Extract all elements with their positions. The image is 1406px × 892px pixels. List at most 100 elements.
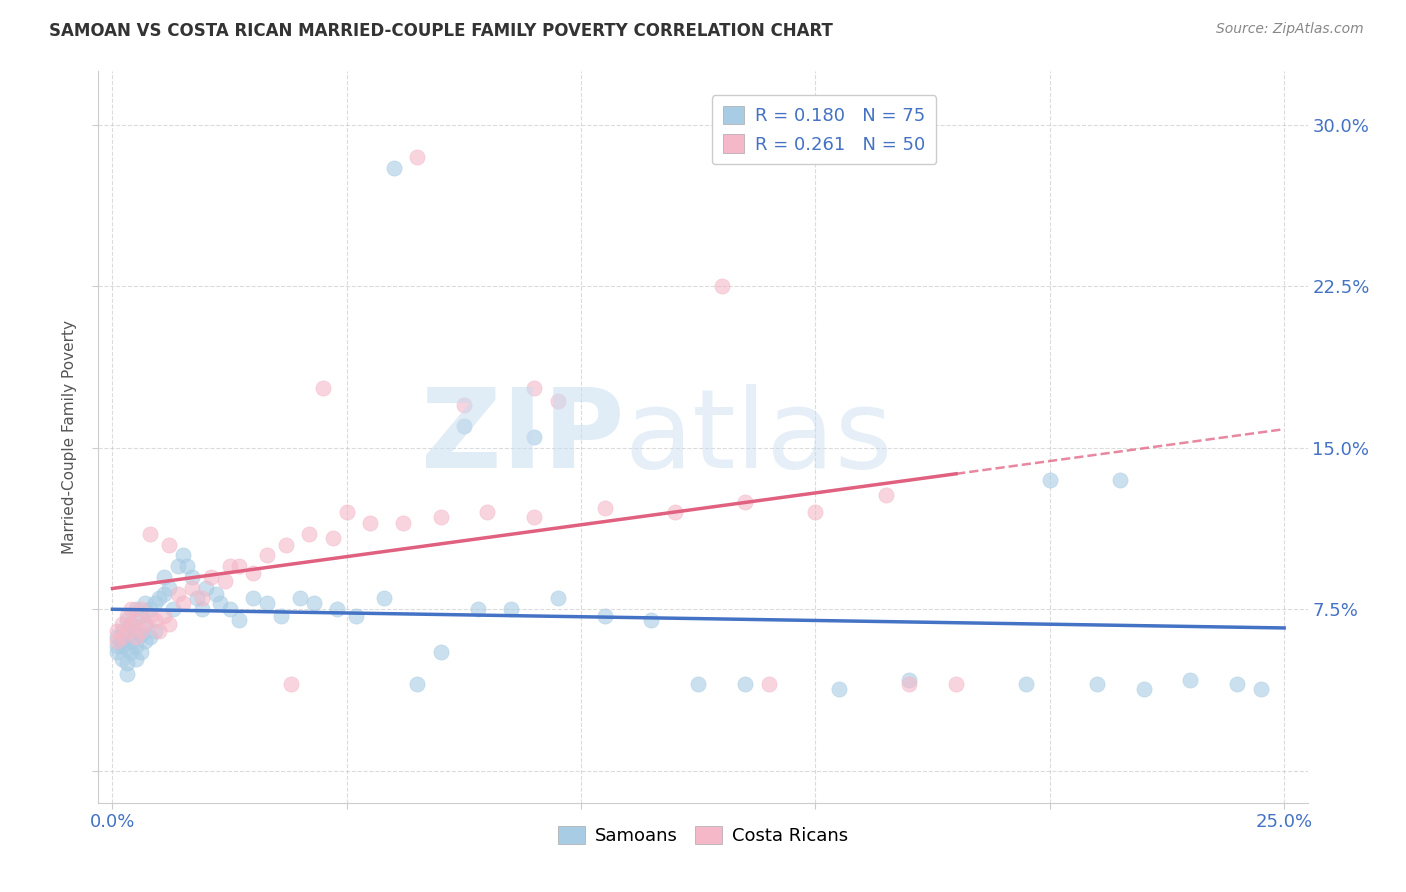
Point <box>125 651 148 665</box>
Point <box>115 666 138 681</box>
Point <box>477 505 499 519</box>
Point <box>453 398 475 412</box>
Point <box>322 531 344 545</box>
Point <box>120 617 142 632</box>
Point <box>1226 677 1249 691</box>
Point <box>162 602 184 616</box>
Point <box>664 505 686 519</box>
Point <box>125 613 148 627</box>
Point <box>111 634 134 648</box>
Point <box>242 566 264 580</box>
Point <box>195 581 218 595</box>
Point <box>1250 681 1272 696</box>
Point <box>359 516 381 530</box>
Point <box>111 617 134 632</box>
Point <box>710 279 733 293</box>
Point <box>115 613 138 627</box>
Point <box>523 509 546 524</box>
Point <box>256 549 278 563</box>
Point <box>467 602 489 616</box>
Point <box>157 617 180 632</box>
Point <box>125 602 148 616</box>
Point <box>167 559 190 574</box>
Point <box>209 596 232 610</box>
Point <box>214 574 236 589</box>
Point <box>115 656 138 670</box>
Point <box>120 634 142 648</box>
Point <box>1039 473 1062 487</box>
Point <box>828 681 851 696</box>
Point <box>105 645 128 659</box>
Point <box>406 677 429 691</box>
Point <box>111 630 134 644</box>
Point <box>228 613 250 627</box>
Point <box>105 630 128 644</box>
Point <box>898 673 921 688</box>
Point <box>157 538 180 552</box>
Point <box>111 624 134 638</box>
Point <box>134 634 156 648</box>
Point <box>153 570 176 584</box>
Point <box>143 624 166 638</box>
Point <box>148 591 170 606</box>
Point <box>143 613 166 627</box>
Point <box>875 488 897 502</box>
Point <box>593 501 616 516</box>
Point <box>453 419 475 434</box>
Point <box>280 677 302 691</box>
Point <box>274 538 297 552</box>
Point <box>120 645 142 659</box>
Point <box>105 639 128 653</box>
Point <box>105 624 128 638</box>
Point <box>218 602 240 616</box>
Point <box>115 624 138 638</box>
Point <box>129 645 152 659</box>
Point <box>298 527 321 541</box>
Point <box>200 570 222 584</box>
Point <box>139 527 162 541</box>
Point <box>148 624 170 638</box>
Point <box>593 608 616 623</box>
Point <box>120 602 142 616</box>
Point <box>157 581 180 595</box>
Point <box>1132 681 1154 696</box>
Y-axis label: Married-Couple Family Poverty: Married-Couple Family Poverty <box>62 320 77 554</box>
Point <box>105 634 128 648</box>
Point <box>172 549 194 563</box>
Point <box>1015 677 1038 691</box>
Point <box>218 559 240 574</box>
Point <box>115 608 138 623</box>
Point <box>547 393 569 408</box>
Point <box>129 608 152 623</box>
Point <box>898 677 921 691</box>
Text: ZIP: ZIP <box>420 384 624 491</box>
Point <box>125 630 148 644</box>
Point <box>139 608 162 623</box>
Point <box>111 639 134 653</box>
Point <box>242 591 264 606</box>
Point <box>153 608 176 623</box>
Point <box>125 639 148 653</box>
Point <box>270 608 292 623</box>
Point <box>1085 677 1108 691</box>
Point <box>134 596 156 610</box>
Point <box>129 602 152 616</box>
Point <box>429 509 451 524</box>
Point <box>382 161 405 176</box>
Point <box>186 591 208 606</box>
Point <box>115 628 138 642</box>
Point <box>336 505 359 519</box>
Point <box>143 596 166 610</box>
Point <box>499 602 522 616</box>
Point <box>288 591 311 606</box>
Point <box>373 591 395 606</box>
Point <box>167 587 190 601</box>
Point <box>429 645 451 659</box>
Legend: Samoans, Costa Ricans: Samoans, Costa Ricans <box>551 819 855 852</box>
Point <box>523 381 546 395</box>
Text: SAMOAN VS COSTA RICAN MARRIED-COUPLE FAMILY POVERTY CORRELATION CHART: SAMOAN VS COSTA RICAN MARRIED-COUPLE FAM… <box>49 22 834 40</box>
Point <box>734 677 756 691</box>
Point <box>181 581 204 595</box>
Point <box>945 677 967 691</box>
Point <box>392 516 415 530</box>
